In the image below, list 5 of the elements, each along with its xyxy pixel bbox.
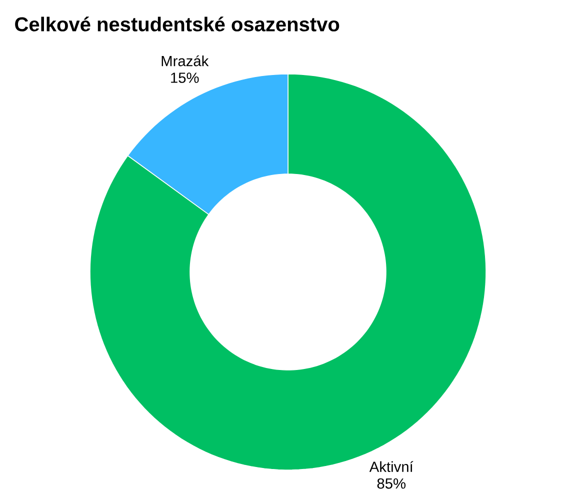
data-label: 85% xyxy=(377,478,406,489)
chart-title: Celkové nestudentské osazenstvo xyxy=(15,16,340,32)
slice-label: Aktivní xyxy=(369,461,414,472)
data-label: 15% xyxy=(171,72,199,83)
slice-label: Mrazák xyxy=(162,55,209,66)
